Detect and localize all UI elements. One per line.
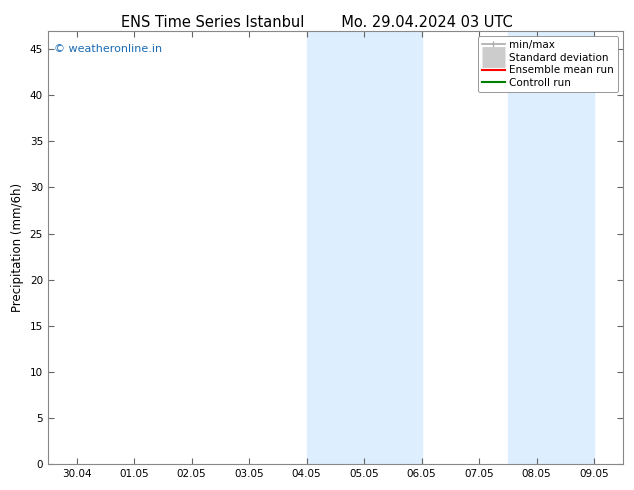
Text: © weatheronline.in: © weatheronline.in (53, 44, 162, 54)
Bar (307, 31, 422, 464)
Text: ENS Time Series Istanbul        Mo. 29.04.2024 03 UTC: ENS Time Series Istanbul Mo. 29.04.2024 … (121, 15, 513, 30)
Legend: min/max, Standard deviation, Ensemble mean run, Controll run: min/max, Standard deviation, Ensemble me… (477, 36, 618, 92)
Y-axis label: Precipitation (mm/6h): Precipitation (mm/6h) (11, 183, 24, 312)
Bar (508, 31, 594, 464)
